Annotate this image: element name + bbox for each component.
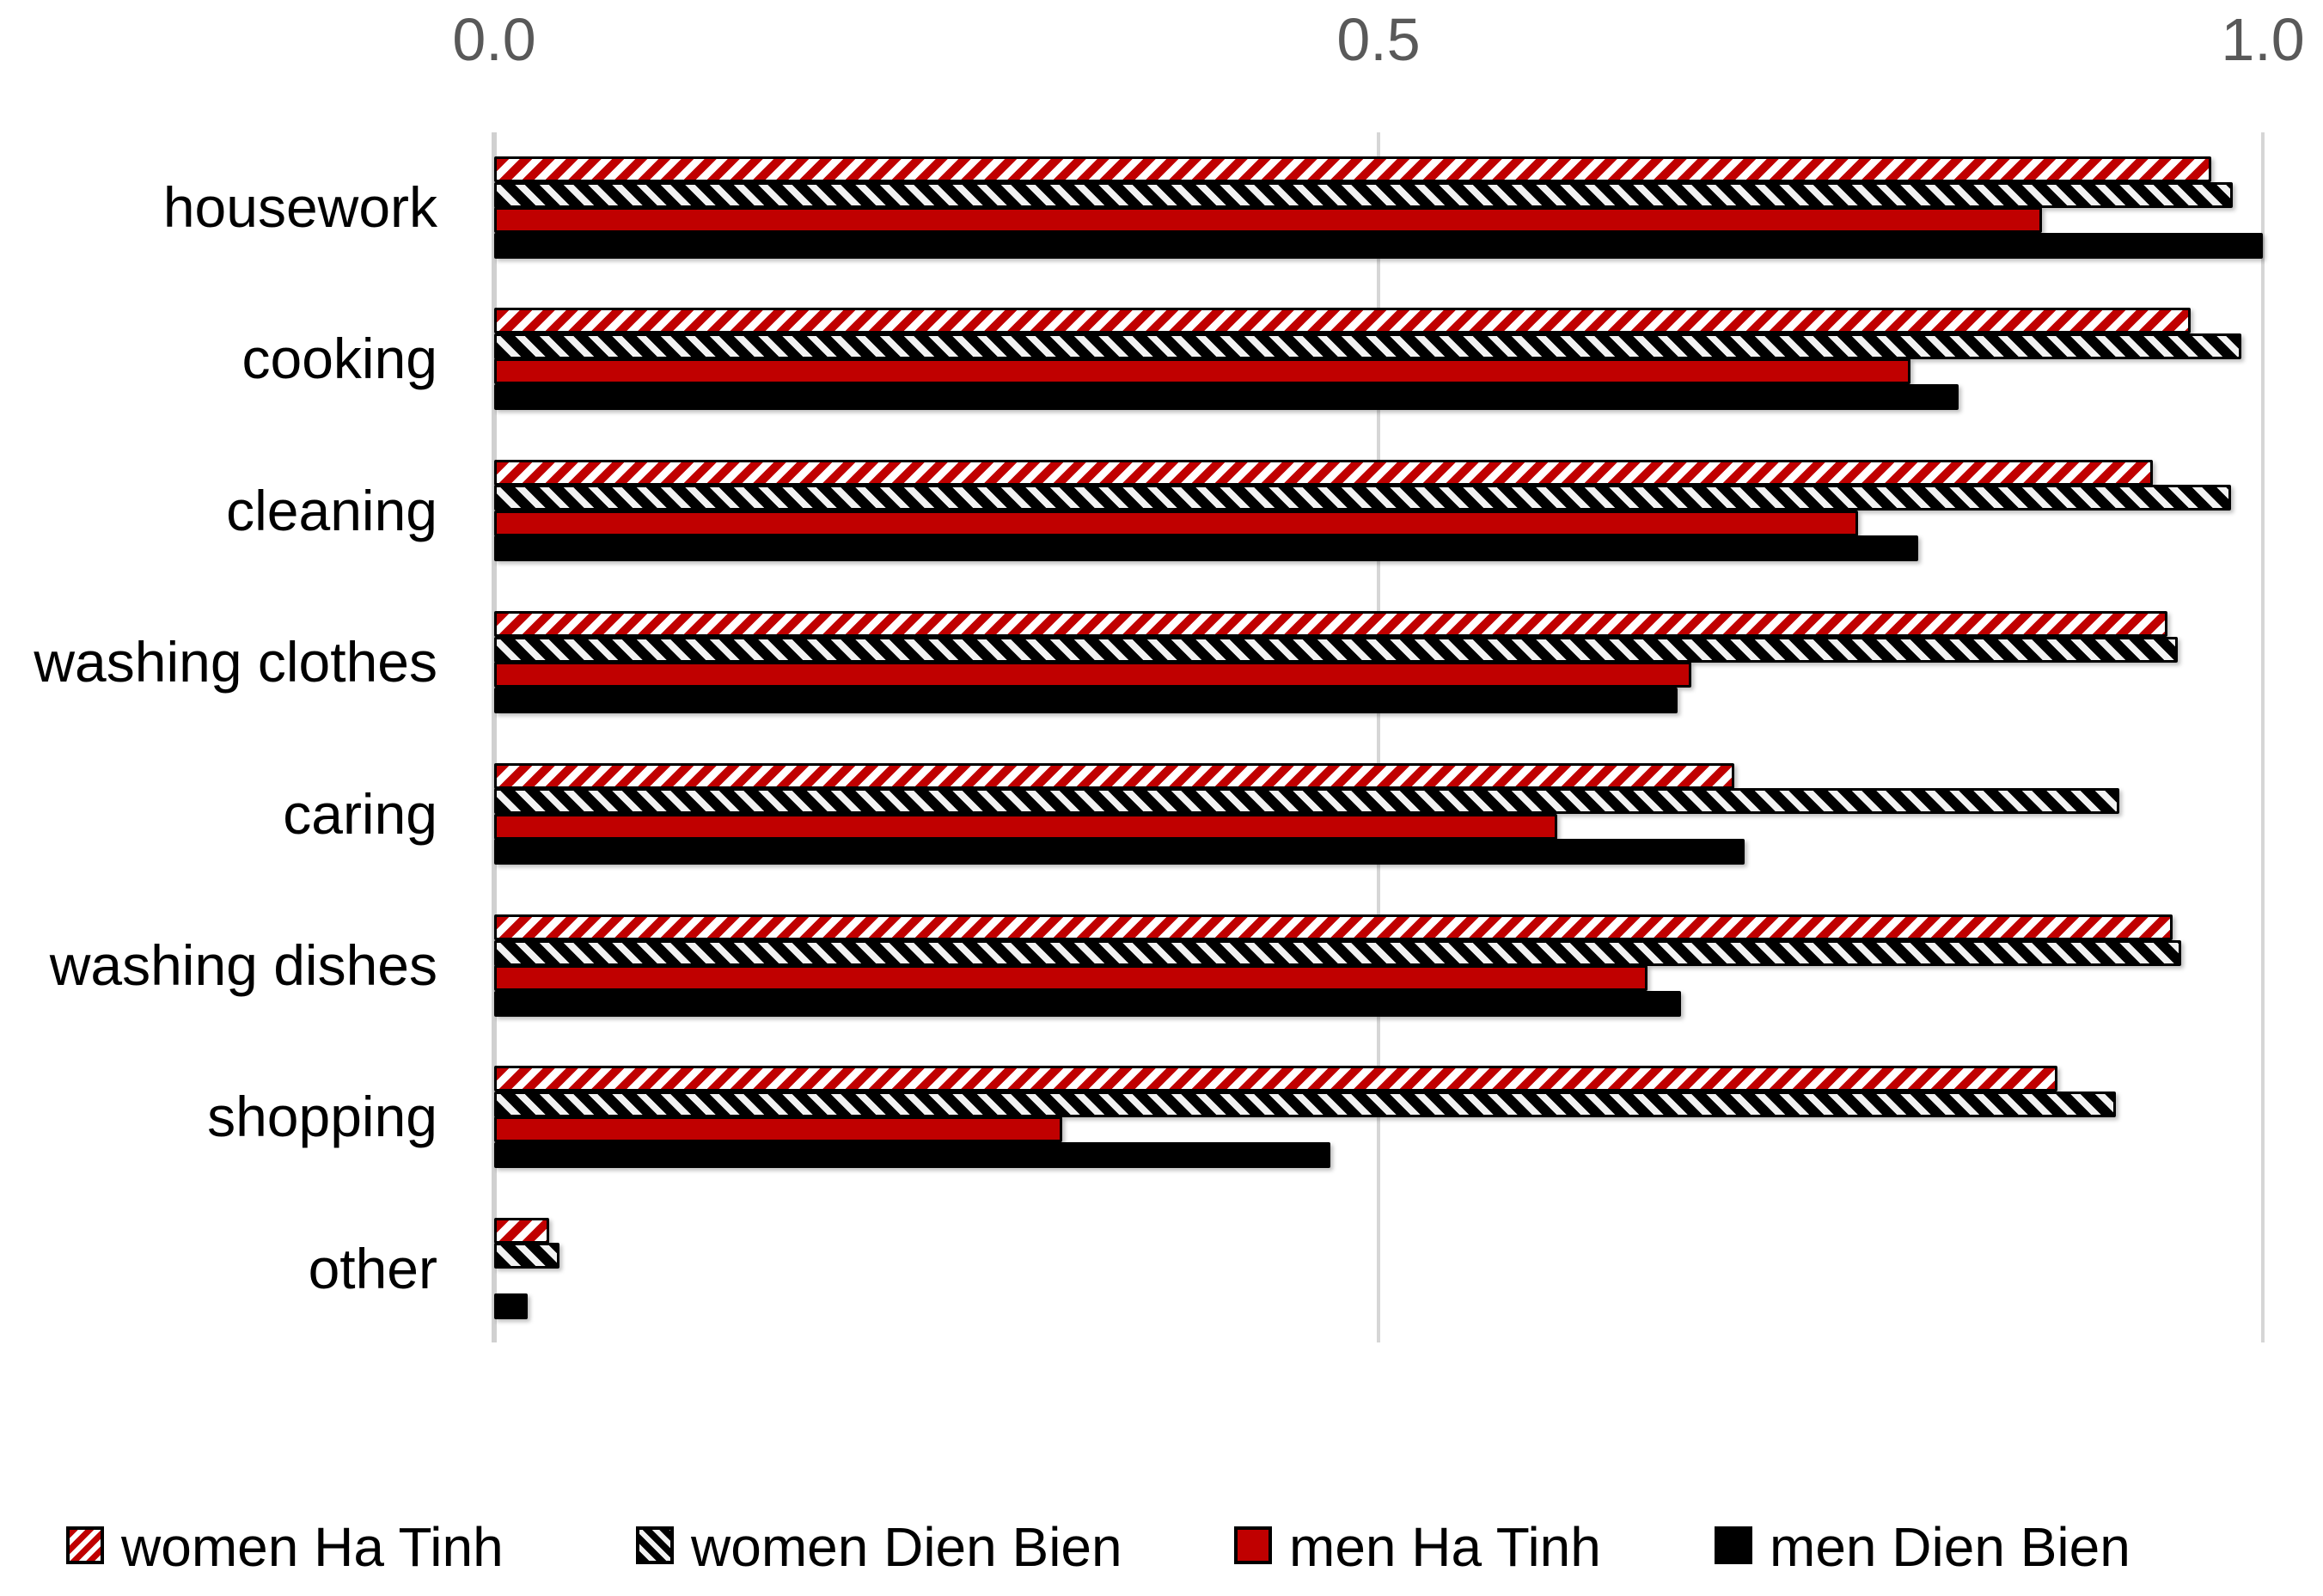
category-label-housework: housework (162, 175, 437, 239)
gridline-0.5 (1377, 132, 1380, 1342)
legend-swatch-women-ha-tinh (66, 1526, 104, 1564)
gridline-0.0 (492, 132, 497, 1342)
category-label-caring: caring (283, 781, 437, 846)
category-label-other: other (308, 1236, 437, 1300)
legend-label-men-ha-tinh: men Ha Tinh (1289, 1516, 1601, 1578)
bar-housework-women-dien-bien (494, 181, 2233, 208)
bar-shopping-women-ha-tinh (494, 1066, 2057, 1092)
bar-washing-clothes-women-ha-tinh (494, 611, 2167, 638)
bar-housework-men-dien-bien (494, 232, 2263, 259)
bar-caring-women-ha-tinh (494, 762, 1734, 789)
category-label-washing-clothes: washing clothes (34, 630, 437, 694)
legend-swatch-men-ha-tinh (1234, 1526, 1272, 1564)
bar-washing-dishes-women-dien-bien (494, 939, 2181, 966)
bar-other-women-ha-tinh (494, 1217, 549, 1244)
bar-other-men-dien-bien (494, 1293, 528, 1320)
legend-swatch-men-dien-bien (1715, 1526, 1752, 1564)
category-label-shopping: shopping (207, 1085, 437, 1149)
category-label-cooking: cooking (241, 327, 438, 391)
bar-cooking-men-ha-tinh (494, 358, 1910, 385)
category-label-cleaning: cleaning (226, 478, 437, 542)
bar-washing-dishes-men-ha-tinh (494, 965, 1647, 991)
bar-washing-dishes-women-ha-tinh (494, 914, 2173, 940)
bar-caring-women-dien-bien (494, 788, 2119, 815)
bar-caring-men-dien-bien (494, 839, 1745, 865)
legend-label-women-ha-tinh: women Ha Tinh (121, 1516, 504, 1578)
x-tick-label-0.5: 0.5 (1336, 6, 1421, 73)
bar-cooking-women-dien-bien (494, 333, 2241, 359)
legend-label-men-dien-bien: men Dien Bien (1770, 1516, 2130, 1578)
bar-caring-men-ha-tinh (494, 813, 1557, 840)
bar-shopping-men-ha-tinh (494, 1116, 1062, 1143)
bar-cleaning-women-ha-tinh (494, 459, 2153, 486)
x-tick-label-0.0: 0.0 (452, 6, 536, 73)
bar-washing-clothes-men-ha-tinh (494, 662, 1691, 688)
bar-cleaning-men-ha-tinh (494, 510, 1858, 536)
bar-housework-women-ha-tinh (494, 156, 2211, 182)
bar-housework-men-ha-tinh (494, 207, 2042, 233)
bar-washing-dishes-men-dien-bien (494, 990, 1681, 1017)
bar-washing-clothes-men-dien-bien (494, 687, 1678, 713)
gridline-1.0 (2261, 132, 2265, 1342)
x-tick-label-1.0: 1.0 (2221, 6, 2305, 73)
legend-swatch-women-dien-bien (636, 1526, 674, 1564)
legend-label-women-dien-bien: women Dien Bien (691, 1516, 1122, 1578)
bar-cooking-women-ha-tinh (494, 308, 2191, 334)
bar-washing-clothes-women-dien-bien (494, 636, 2178, 663)
bar-shopping-men-dien-bien (494, 1141, 1330, 1168)
bar-other-women-dien-bien (494, 1243, 559, 1269)
bar-cleaning-women-dien-bien (494, 485, 2231, 511)
bar-shopping-women-dien-bien (494, 1091, 2116, 1117)
bar-cleaning-men-dien-bien (494, 535, 1918, 562)
category-label-washing-dishes: washing dishes (49, 933, 437, 997)
bar-cooking-men-dien-bien (494, 383, 1959, 410)
